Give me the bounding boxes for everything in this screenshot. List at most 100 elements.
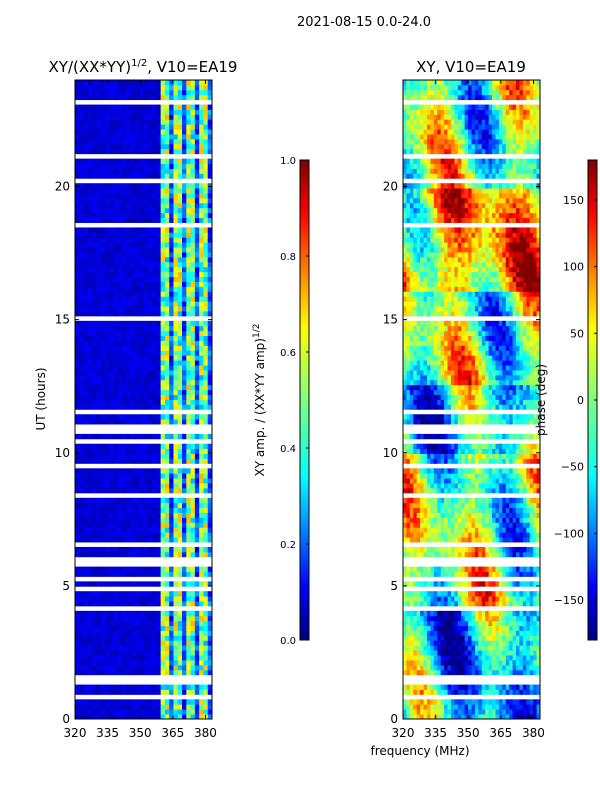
amplitude-cell: [139, 311, 144, 317]
phase-cell: [488, 709, 493, 715]
phase-cell: [420, 507, 424, 513]
amplitude-cell: [207, 340, 213, 346]
phase-cell: [516, 601, 520, 607]
phase-cell: [529, 664, 534, 671]
amplitude-cell: [130, 620, 136, 627]
amplitude-cell: [134, 109, 140, 115]
amplitude-cell: [199, 581, 204, 587]
phase-cell: [492, 689, 496, 695]
phase-cell: [409, 512, 414, 518]
amplitude-cell: [96, 320, 102, 327]
amplitude-cell: [169, 163, 174, 169]
amplitude-cell: [79, 261, 84, 268]
amplitude-cell: [147, 714, 153, 720]
amplitude-cell: [96, 158, 102, 164]
amplitude-cell: [104, 119, 110, 125]
amplitude-cell: [194, 699, 200, 705]
phase-cell: [409, 669, 414, 676]
phase-cell: [471, 551, 476, 558]
amplitude-cell: [109, 89, 114, 96]
phase-cell: [409, 591, 414, 597]
amplitude-cell: [122, 212, 127, 219]
amplitude-cell: [156, 109, 162, 115]
amplitude-cell: [194, 138, 200, 145]
amplitude-cell: [79, 183, 84, 189]
amplitude-cell: [134, 522, 140, 528]
amplitude-cell: [134, 276, 140, 282]
phase-cell: [468, 522, 472, 528]
phase-cell: [413, 502, 418, 509]
amplitude-cell: [134, 306, 140, 312]
amplitude-cell: [143, 301, 149, 307]
amplitude-cell: [160, 286, 166, 292]
amplitude-cell: [169, 247, 174, 253]
amplitude-cell: [113, 217, 119, 223]
amplitude-cell: [130, 94, 136, 101]
amplitude-cell: [113, 350, 119, 356]
amplitude-cell: [109, 163, 114, 169]
phase-cell: [426, 664, 431, 671]
phase-cell: [481, 532, 486, 538]
phase-cell: [505, 551, 510, 558]
amplitude-cell: [122, 350, 127, 356]
phase-cell: [536, 522, 541, 528]
amplitude-cell: [96, 517, 102, 523]
amplitude-cell: [182, 551, 187, 558]
amplitude-cell: [87, 355, 93, 361]
amplitude-cell: [160, 546, 166, 553]
amplitude-cell: [203, 350, 209, 356]
amplitude-cell: [182, 664, 187, 671]
phase-cell: [468, 537, 472, 543]
amplitude-cell: [87, 458, 93, 464]
phase-cell: [457, 650, 462, 656]
amplitude-cell: [126, 660, 132, 666]
amplitude-cell: [164, 414, 170, 420]
amplitude-cell: [147, 448, 153, 454]
amplitude-cell: [109, 487, 114, 494]
amplitude-cell: [122, 443, 127, 450]
phase-cell: [426, 630, 431, 636]
amplitude-cell: [143, 237, 149, 243]
amplitude-cell: [147, 689, 153, 695]
phase-cell: [474, 669, 479, 676]
amplitude-cell: [194, 252, 200, 258]
amplitude-cell: [177, 610, 183, 617]
amplitude-cell: [96, 325, 102, 332]
amplitude-cell: [160, 610, 166, 617]
phase-cell: [488, 601, 493, 607]
amplitude-cell: [199, 645, 204, 651]
amplitude-cell: [143, 448, 149, 454]
phase-cell: [464, 660, 469, 666]
amplitude-cell: [199, 325, 204, 332]
amplitude-cell: [122, 84, 127, 91]
amplitude-cell: [156, 502, 162, 509]
amplitude-cell: [203, 379, 209, 386]
amplitude-cell: [139, 104, 144, 110]
amplitude-cell: [194, 591, 200, 597]
amplitude-cell: [156, 261, 162, 268]
phase-cell: [409, 546, 414, 553]
amplitude-cell: [169, 365, 174, 371]
amplitude-cell: [143, 80, 149, 86]
amplitude-cell: [122, 394, 127, 400]
amplitude-cell: [152, 296, 157, 302]
amplitude-cell: [169, 227, 174, 233]
amplitude-cell: [104, 252, 110, 258]
amplitude-cell: [164, 119, 170, 125]
amplitude-cell: [96, 389, 102, 395]
phase-cell: [430, 566, 435, 572]
amplitude-cell: [190, 94, 196, 101]
amplitude-cell: [96, 384, 102, 391]
amplitude-cell: [194, 714, 200, 720]
amplitude-cell: [156, 119, 162, 125]
amplitude-cell: [87, 301, 93, 307]
amplitude-cell: [186, 202, 191, 209]
phase-cell: [519, 650, 524, 656]
phase-cell: [481, 502, 486, 509]
amplitude-cell: [156, 635, 162, 641]
phase-cell: [413, 630, 418, 636]
phase-cell: [502, 527, 507, 533]
amplitude-cell: [96, 566, 102, 572]
phase-cell: [478, 591, 483, 597]
amplitude-cell: [186, 394, 191, 400]
